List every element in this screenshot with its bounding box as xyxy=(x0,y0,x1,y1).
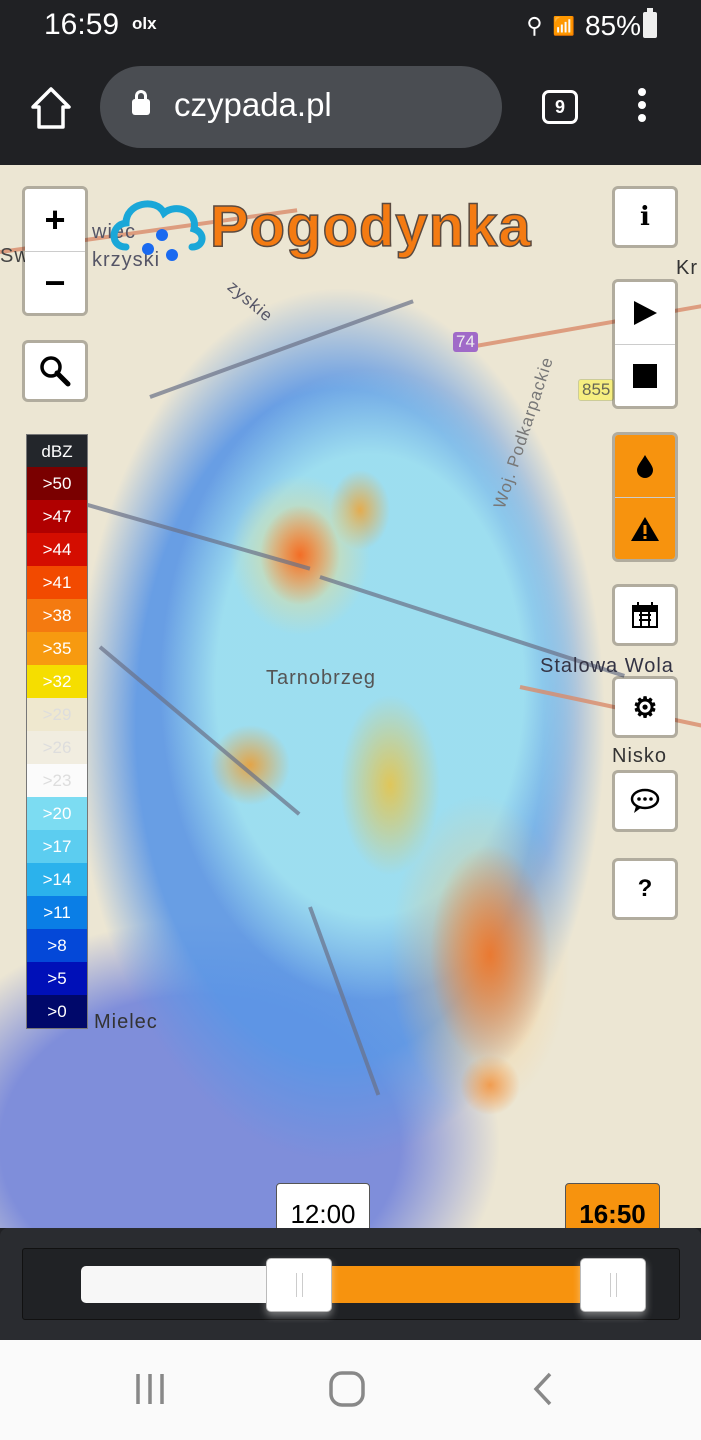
wifi-icon: 📶 xyxy=(552,15,575,36)
legend-item: >41 xyxy=(27,566,87,599)
address-bar[interactable]: czypada.pl xyxy=(100,66,502,148)
help-icon: ? xyxy=(637,875,653,902)
recent-apps-icon[interactable] xyxy=(134,1372,168,1406)
legend-item: >50 xyxy=(27,467,87,500)
legend-item: >0 xyxy=(27,995,87,1028)
help-button[interactable]: ? xyxy=(612,858,678,920)
gear-icon: ⚙ xyxy=(632,691,658,723)
legend-item: >32 xyxy=(27,665,87,698)
chat-icon xyxy=(630,788,660,813)
legend-item: >44 xyxy=(27,533,87,566)
precipitation-layer-button[interactable] xyxy=(615,435,675,497)
timeline-panel xyxy=(0,1228,701,1340)
legend-item: >35 xyxy=(27,632,87,665)
browser-toolbar: czypada.pl 9 xyxy=(0,56,701,166)
dbz-legend: dBZ >50 >47 >44 >41 >38 >35 >32 >29 >26 >23 >20 >17… xyxy=(26,434,88,1029)
legend-item: >29 xyxy=(27,698,87,731)
stop-icon xyxy=(633,363,657,388)
slider-selected-range xyxy=(331,1266,580,1303)
search-icon xyxy=(40,356,71,387)
road-shield: 855 xyxy=(578,379,615,401)
zoom-out-button[interactable]: − xyxy=(25,251,85,313)
map-label: Stalowa Wola xyxy=(540,655,674,677)
url-text: czypada.pl xyxy=(174,86,332,123)
zoom-in-button[interactable]: + xyxy=(25,189,85,251)
more-menu-icon[interactable] xyxy=(636,88,648,128)
lock-icon xyxy=(132,90,150,115)
olx-notification-icon: olx xyxy=(132,14,157,33)
status-bar: 16:59 olx ⚲ 📶 85% xyxy=(0,0,701,56)
layer-control xyxy=(612,432,678,562)
road-shield: 74 xyxy=(453,332,478,352)
stop-button[interactable] xyxy=(615,344,675,406)
warning-icon xyxy=(631,516,659,541)
warnings-layer-button[interactable] xyxy=(615,497,675,559)
home-icon[interactable] xyxy=(30,86,72,130)
battery-percent: 85% xyxy=(584,10,641,41)
battery-icon xyxy=(643,8,657,38)
legend-item: >47 xyxy=(27,500,87,533)
android-nav-bar xyxy=(0,1340,701,1440)
feedback-button[interactable] xyxy=(612,770,678,832)
clock: 16:59 xyxy=(44,8,120,41)
legend-item: >14 xyxy=(27,863,87,896)
legend-item: >11 xyxy=(27,896,87,929)
radar-map[interactable]: Tarnobrzeg Stalowa Wola Nisko Mielec Kr … xyxy=(0,165,701,1228)
drop-icon xyxy=(637,455,653,478)
play-button[interactable] xyxy=(615,282,675,344)
settings-button[interactable]: ⚙ xyxy=(612,676,678,738)
pogodynka-logo: Pogodynka xyxy=(106,189,556,269)
start-handle[interactable] xyxy=(265,1258,332,1312)
radar-overlay xyxy=(0,165,701,1228)
tab-switcher-button[interactable]: 9 xyxy=(542,90,578,124)
map-label: krzyski xyxy=(92,249,161,271)
end-handle[interactable] xyxy=(580,1258,646,1312)
legend-item: >5 xyxy=(27,962,87,995)
time-range-slider[interactable] xyxy=(22,1248,680,1320)
legend-title: dBZ xyxy=(27,435,87,467)
legend-item: >20 xyxy=(27,797,87,830)
legend-item: >8 xyxy=(27,929,87,962)
play-icon xyxy=(634,301,657,325)
back-icon[interactable] xyxy=(530,1372,556,1406)
info-button[interactable]: i xyxy=(612,186,678,248)
location-icon: ⚲ xyxy=(526,13,543,38)
search-button[interactable] xyxy=(22,340,88,402)
legend-item: >23 xyxy=(27,764,87,797)
calendar-button[interactable] xyxy=(612,584,678,646)
map-label: Sw xyxy=(0,245,30,267)
map-label: Nisko xyxy=(612,745,668,767)
info-icon: i xyxy=(640,202,650,232)
map-label: Kr xyxy=(676,257,698,279)
map-label: Tarnobrzeg xyxy=(266,667,377,689)
zoom-control: + − xyxy=(22,186,88,316)
home-nav-icon[interactable] xyxy=(328,1370,366,1408)
cloud-rain-icon xyxy=(110,200,206,261)
calendar-icon xyxy=(632,602,658,628)
legend-item: >38 xyxy=(27,599,87,632)
legend-item: >17 xyxy=(27,830,87,863)
legend-item: >26 xyxy=(27,731,87,764)
playback-control xyxy=(612,279,678,409)
map-label: Mielec xyxy=(94,1011,158,1033)
